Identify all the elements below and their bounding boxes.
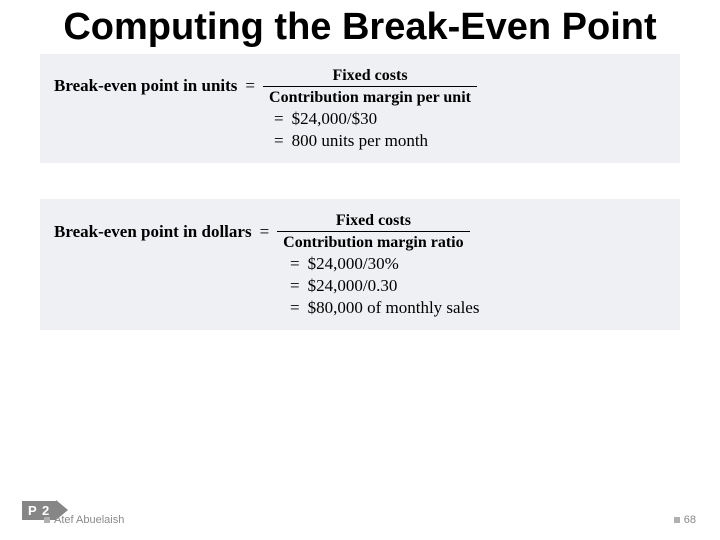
fraction-numerator: Fixed costs <box>326 66 413 86</box>
footer-author: Atef Abuelaish <box>44 514 124 526</box>
equals-sign: = <box>266 109 292 129</box>
formula-box-units: Break-even point in units = Fixed costs … <box>40 54 680 163</box>
formula-box-dollars: Break-even point in dollars = Fixed cost… <box>40 199 680 330</box>
formula-units-main: Break-even point in units = Fixed costs … <box>54 66 666 107</box>
equals-sign: = <box>237 76 263 96</box>
lhs-units: Break-even point in units <box>54 76 237 96</box>
value-division-dec: $24,000/0.30 <box>308 276 398 296</box>
footer-page: 68 <box>674 514 696 526</box>
formula-dollars-step3: = $24,000/0.30 <box>54 276 666 296</box>
fraction-numerator: Fixed costs <box>330 211 417 231</box>
formula-units-step2: = $24,000/$30 <box>54 109 666 129</box>
formula-dollars-step2: = $24,000/30% <box>54 254 666 274</box>
value-division-pct: $24,000/30% <box>308 254 399 274</box>
page-number: 68 <box>684 514 696 526</box>
formula-dollars-result: = $80,000 of monthly sales <box>54 298 666 318</box>
equals-sign: = <box>266 131 292 151</box>
formula-units-result: = 800 units per month <box>54 131 666 151</box>
value-result: 800 units per month <box>292 131 428 151</box>
fraction-denominator: Contribution margin per unit <box>263 86 477 107</box>
lhs-dollars: Break-even point in dollars <box>54 222 252 242</box>
value-division: $24,000/$30 <box>292 109 377 129</box>
bullet-icon <box>674 517 680 523</box>
bullet-icon <box>44 517 50 523</box>
equals-sign: = <box>282 298 308 318</box>
fraction-denominator: Contribution margin ratio <box>277 231 469 252</box>
equals-sign: = <box>282 254 308 274</box>
equals-sign: = <box>282 276 308 296</box>
fraction-units: Fixed costs Contribution margin per unit <box>263 66 477 107</box>
equals-sign: = <box>252 222 278 242</box>
fraction-dollars: Fixed costs Contribution margin ratio <box>277 211 469 252</box>
value-result-dollars: $80,000 of monthly sales <box>308 298 480 318</box>
slide-title: Computing the Break-Even Point <box>0 0 720 50</box>
formula-dollars-main: Break-even point in dollars = Fixed cost… <box>54 211 666 252</box>
author-name: Atef Abuelaish <box>54 514 124 526</box>
